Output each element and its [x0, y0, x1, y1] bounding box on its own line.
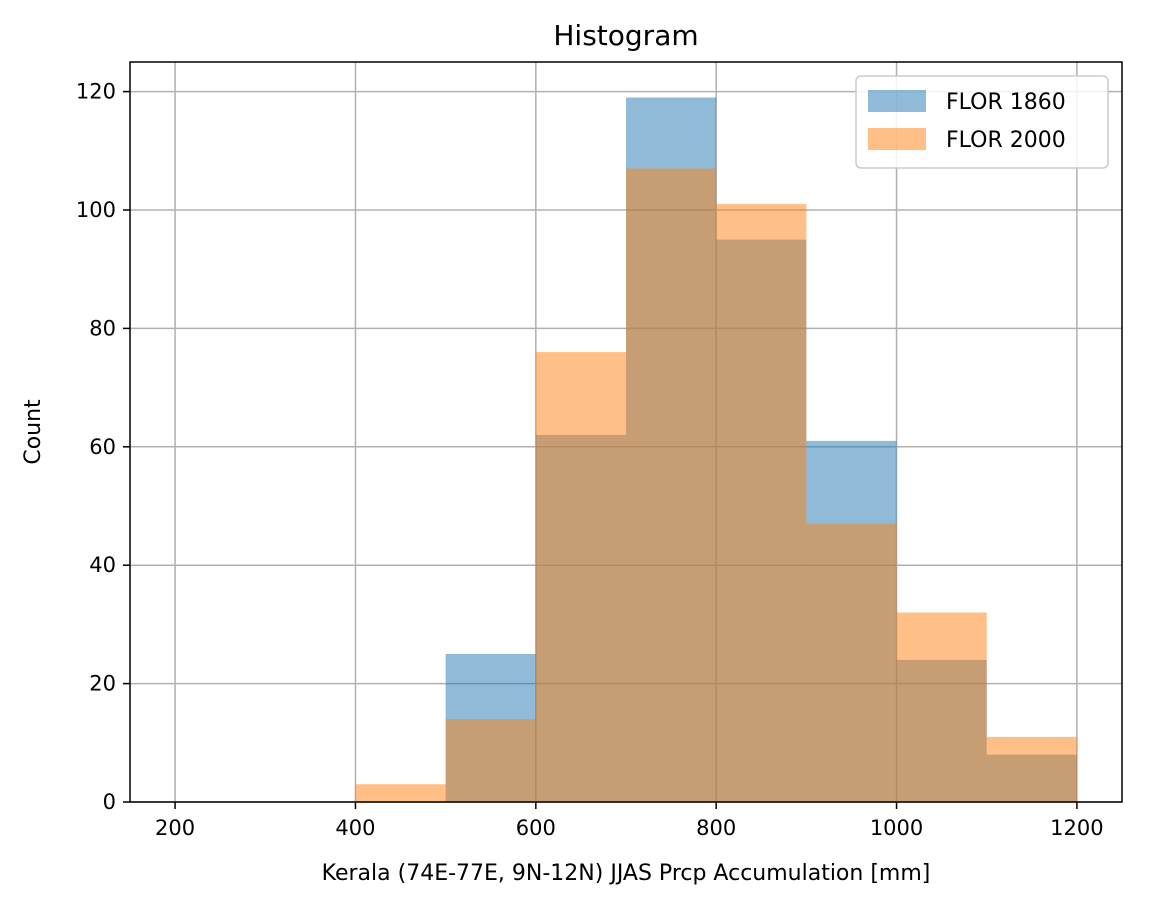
- legend-label: FLOR 1860: [946, 90, 1066, 115]
- bar-series-2-bin-6: [806, 523, 897, 802]
- x-axis-label: Kerala (74E-77E, 9N-12N) JJAS Prcp Accum…: [322, 861, 931, 886]
- y-ticks: 0 20 40 60 80 100 120: [76, 80, 130, 814]
- x-tick-label: 600: [516, 816, 556, 840]
- legend-swatch: [868, 90, 926, 112]
- bar-series-2-bin-1: [355, 784, 446, 802]
- x-ticks: 200 400 600 800 1000 1200: [155, 802, 1104, 840]
- y-tick-label: 40: [89, 553, 116, 577]
- y-tick-label: 80: [89, 316, 116, 340]
- bars: [355, 97, 1077, 803]
- bar-series-2-bin-2: [445, 719, 536, 802]
- legend-label: FLOR 2000: [946, 128, 1066, 153]
- y-tick-label: 0: [103, 790, 116, 814]
- y-tick-label: 60: [89, 435, 116, 459]
- x-tick-label: 400: [335, 816, 375, 840]
- bar-series-2-bin-4: [626, 168, 717, 802]
- x-tick-label: 800: [696, 816, 736, 840]
- x-tick-label: 1200: [1050, 816, 1103, 840]
- legend: FLOR 1860 FLOR 2000: [855, 75, 1109, 169]
- plot-frame: [129, 61, 1123, 803]
- y-axis-label: Count: [21, 399, 46, 465]
- y-tick-label: 100: [76, 198, 116, 222]
- y-tick-label: 120: [76, 80, 116, 104]
- bar-series-2-bin-8: [986, 736, 1077, 802]
- bar-series-2-bin-5: [716, 204, 807, 802]
- legend-swatch: [868, 128, 926, 150]
- x-tick-label: 1000: [870, 816, 923, 840]
- chart-title: Histogram: [553, 19, 698, 52]
- bar-series-2-bin-3: [535, 352, 626, 802]
- x-tick-label: 200: [155, 816, 195, 840]
- bar-series-2-bin-7: [896, 612, 987, 802]
- y-tick-label: 20: [89, 672, 116, 696]
